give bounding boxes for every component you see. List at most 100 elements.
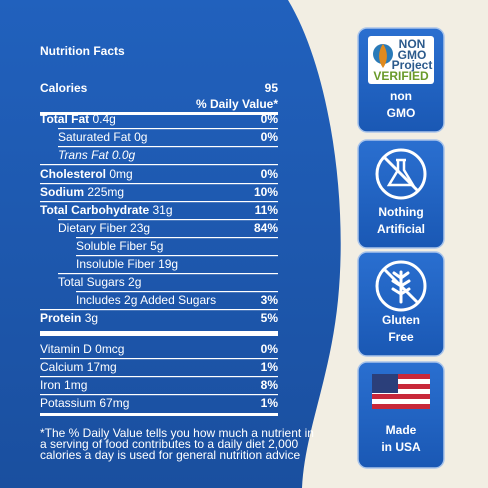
flag-stripe [372, 404, 430, 409]
flag-stripe [372, 374, 430, 379]
badge-text: Made [386, 423, 417, 437]
logo-text: GMO [398, 48, 427, 62]
nutrient-row: Cholesterol 0mg [40, 167, 133, 181]
daily-value: 1% [261, 360, 279, 374]
nutrient-row: Total Sugars 2g [58, 275, 141, 289]
nutrient-amount: 0.0g [112, 148, 136, 162]
footnote: calories a day is used for general nutri… [40, 448, 300, 462]
daily-value: 8% [261, 378, 279, 392]
nutrient-name: Sodium [40, 185, 84, 199]
nutrient-row: Includes 2g Added Sugars [76, 293, 216, 307]
rule [76, 237, 278, 239]
vitamin-name: Calcium [40, 360, 83, 374]
rule [40, 394, 278, 396]
daily-value: 1% [261, 396, 279, 410]
badge-text: in USA [381, 440, 421, 454]
daily-value: 0% [261, 112, 279, 126]
nutrient-name: Total Fat [40, 112, 89, 126]
flag-stripe [372, 379, 430, 384]
nutrient-name: Total Carbohydrate [40, 203, 149, 217]
calories-value: 95 [265, 81, 279, 95]
flag-stripe [372, 394, 430, 399]
badge-text: Nothing [378, 205, 423, 219]
label-panel [0, 0, 341, 488]
logo-text: VERIFIED [373, 69, 429, 83]
daily-value: 5% [261, 311, 279, 325]
badge-text: Free [388, 330, 414, 344]
nutrient-amount: 225mg [87, 185, 124, 199]
badge-text: non [390, 89, 412, 103]
nutrient-row: Saturated Fat 0g [58, 130, 147, 144]
rule [58, 128, 278, 130]
vitamin-name: Vitamin D [40, 342, 92, 356]
logo-text: NON [399, 37, 426, 51]
rule [58, 219, 278, 221]
icon-slash [382, 267, 420, 305]
flag-stripe [372, 384, 430, 389]
rule [40, 376, 278, 378]
rule [40, 309, 278, 311]
nutrient-row: Protein 3g [40, 311, 98, 325]
rule [76, 291, 278, 293]
nutrient-name: Saturated Fat [58, 130, 131, 144]
nutrient-amount: 0g [134, 130, 147, 144]
daily-value: 0% [261, 167, 279, 181]
nutrient-row: Dietary Fiber 23g [58, 221, 150, 235]
badge-text: Artificial [377, 222, 425, 236]
rule [40, 201, 278, 203]
rule [58, 273, 278, 275]
vitamin-row: Potassium 67mg [40, 396, 129, 410]
rule [40, 358, 278, 360]
nutrient-row: Trans Fat 0.0g [58, 148, 135, 162]
badge-text: Gluten [382, 313, 420, 327]
vitamin-amount: 17mg [87, 360, 117, 374]
nutrient-row: Total Fat 0.4g [40, 112, 116, 126]
vitamin-row: Vitamin D 0mcg [40, 342, 124, 356]
nutrient-name: Insoluble Fiber [76, 257, 155, 271]
nutrient-name: Includes [76, 293, 121, 307]
rule [76, 255, 278, 257]
icon-slash [382, 155, 420, 193]
icon-flask [386, 158, 416, 187]
logo-leaf [379, 44, 387, 68]
daily-value: 10% [254, 185, 278, 199]
badge-text: GMO [387, 106, 416, 120]
rule [40, 164, 278, 166]
vitamin-amount: 0mcg [95, 342, 124, 356]
title: Nutrition Facts [40, 44, 125, 58]
nutrient-amount: 19g [158, 257, 178, 271]
nutrient-row: Soluble Fiber 5g [76, 239, 163, 253]
daily-value: 0% [261, 130, 279, 144]
rule [40, 413, 278, 416]
daily-value: 3% [261, 293, 279, 307]
nutrient-name: Protein [40, 311, 81, 325]
nutrient-row: Sodium 225mg [40, 185, 124, 199]
nutrient-amount: 3g [85, 311, 98, 325]
nutrient-name: Dietary Fiber [58, 221, 127, 235]
nutrient-name: Trans Fat [58, 148, 109, 162]
vitamin-amount: 67mg [99, 396, 129, 410]
calories-label: Calories [40, 81, 88, 95]
vitamin-row: Iron 1mg [40, 378, 87, 392]
vitamin-amount: 1mg [64, 378, 87, 392]
nutrient-name: Total Sugars [58, 275, 125, 289]
nutrient-amount: 0.4g [92, 112, 115, 126]
flag-canton [372, 374, 398, 393]
icon-ring [375, 260, 427, 312]
rule [40, 183, 278, 185]
nutrient-row: Total Carbohydrate 31g [40, 203, 173, 217]
vitamin-name: Potassium [40, 396, 96, 410]
icon-ring [375, 148, 427, 200]
dv-header: % Daily Value* [196, 97, 278, 111]
vitamin-name: Iron [40, 378, 61, 392]
nutrient-amount: 2g [128, 275, 141, 289]
flag-stripe [372, 399, 430, 404]
daily-value: 11% [255, 203, 279, 217]
vitamin-row: Calcium 17mg [40, 360, 117, 374]
logo-text: Project [392, 58, 433, 72]
thick-rule [40, 112, 278, 115]
flag-stripe [372, 389, 430, 394]
daily-value: 0% [261, 342, 279, 356]
nutrient-name: Soluble Fiber [76, 239, 147, 253]
nutrient-name: Cholesterol [40, 167, 106, 181]
